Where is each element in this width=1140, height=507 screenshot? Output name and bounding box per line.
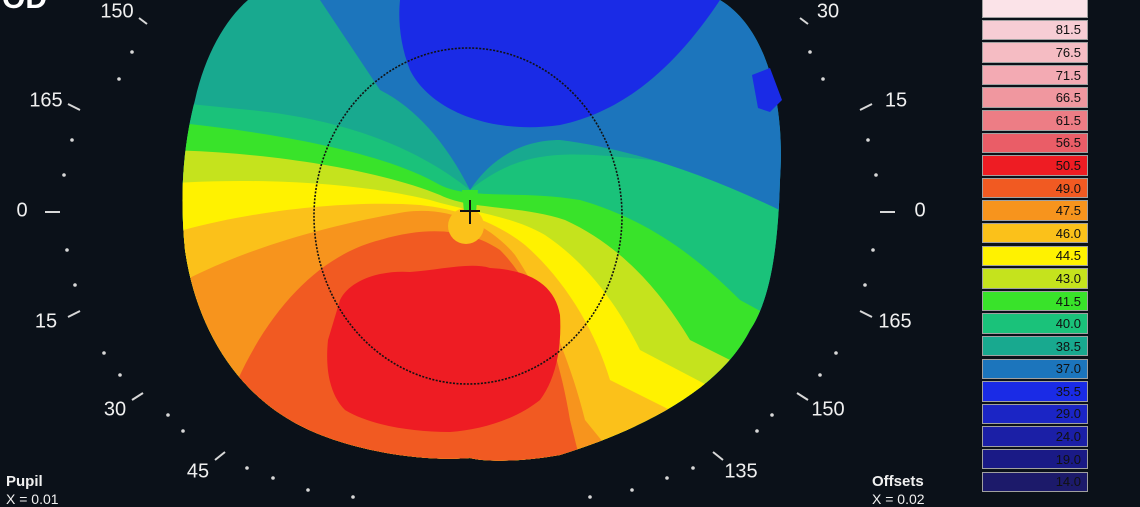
- legend-value: 35.5: [1055, 383, 1081, 399]
- central-spot: [448, 208, 484, 244]
- angle-label-right-0: 0: [914, 199, 926, 222]
- pupil-value: X = 0.01: [6, 491, 59, 507]
- legend-value: 37.0: [1055, 361, 1081, 377]
- legend-row: 41.5: [982, 290, 1092, 313]
- legend-row: 56.5: [982, 132, 1092, 155]
- legend-swatch: 38.5: [982, 335, 1088, 357]
- legend-value: 41.5: [1055, 293, 1081, 309]
- legend-swatch: 35.5: [982, 381, 1088, 402]
- pupil-outline: [313, 47, 623, 385]
- angle-label-right-15: 15: [884, 89, 908, 112]
- legend-value: 50.5: [1055, 157, 1081, 173]
- legend-value: 71.5: [1055, 67, 1081, 83]
- angle-label-left-45: 45: [186, 460, 210, 483]
- edge-notch: [752, 68, 782, 112]
- legend-value: 46.0: [1055, 225, 1081, 241]
- legend-row: 24.0: [982, 425, 1092, 448]
- legend-swatch: 49.0: [982, 177, 1088, 199]
- legend-row: [982, 0, 1092, 19]
- legend-row: 81.5: [982, 19, 1092, 42]
- angle-label-right-165: 165: [878, 310, 912, 333]
- legend-value: 43.0: [1055, 270, 1081, 286]
- angle-label-left-150: 150: [100, 0, 134, 23]
- legend-swatch: 37.0: [982, 358, 1088, 380]
- legend-row: 29.0: [982, 403, 1092, 426]
- angle-label-left-30: 30: [103, 398, 127, 421]
- angle-label-right-135: 135: [724, 460, 758, 483]
- angle-ticks: [45, 17, 895, 461]
- legend-swatch: 44.5: [982, 245, 1088, 267]
- legend-row: 46.0: [982, 222, 1092, 245]
- legend-row: 38.5: [982, 335, 1092, 358]
- zone-50-5: [327, 265, 561, 432]
- color-zones: [182, 0, 781, 461]
- legend-value: 66.5: [1055, 90, 1081, 106]
- legend-value: 56.5: [1055, 135, 1081, 151]
- legend-swatch: 40.0: [982, 313, 1088, 334]
- legend-swatch: 41.5: [982, 290, 1088, 312]
- legend-value: 76.5: [1055, 44, 1081, 60]
- zone-35-5: [399, 0, 720, 128]
- legend-swatch: 50.5: [982, 155, 1088, 176]
- legend-row: 47.5: [982, 199, 1092, 222]
- legend-swatch: 47.5: [982, 200, 1088, 221]
- legend-value: 47.5: [1055, 203, 1081, 219]
- offsets-value: X = 0.02: [872, 491, 925, 507]
- legend-swatch: [982, 0, 1088, 18]
- legend-row: 43.0: [982, 267, 1092, 290]
- legend-row: 61.5: [982, 109, 1092, 132]
- legend-value: 49.0: [1055, 180, 1081, 196]
- legend-swatch: 46.0: [982, 222, 1088, 244]
- legend-row: 44.5: [982, 245, 1092, 268]
- legend-value: 40.0: [1055, 316, 1081, 332]
- legend-value: 61.5: [1055, 112, 1081, 128]
- color-scale-legend: 81.5 76.5 71.5 66.5 61.5 56.5 50.5 49.0 47.5 46.0…: [982, 0, 1092, 493]
- angle-ring-dots: [62, 50, 878, 499]
- legend-row: 40.0: [982, 312, 1092, 335]
- corneal-map-svg: [45, 0, 895, 499]
- legend-value: 38.5: [1055, 338, 1081, 354]
- legend-value: 24.0: [1055, 429, 1081, 445]
- legend-swatch: 43.0: [982, 268, 1088, 289]
- angle-label-right-150: 150: [811, 398, 845, 421]
- legend-swatch: 14.0: [982, 471, 1088, 493]
- legend-value: 44.5: [1055, 248, 1081, 264]
- pupil-center-marker: [460, 200, 480, 224]
- legend-swatch: 71.5: [982, 64, 1088, 86]
- legend-value: 29.0: [1055, 406, 1081, 422]
- angle-label-left-165: 165: [29, 89, 63, 112]
- legend-swatch: 19.0: [982, 448, 1088, 470]
- legend-row: 71.5: [982, 64, 1092, 87]
- angle-label-left-0: 0: [16, 199, 28, 222]
- angle-label-right-30: 30: [816, 0, 840, 23]
- legend-row: 49.0: [982, 177, 1092, 200]
- legend-swatch: 81.5: [982, 19, 1088, 41]
- topography-map: OD 150 165 0 15 30 45 30 15 0 165 150 13…: [2, 0, 926, 507]
- eye-label: OD: [2, 0, 47, 16]
- legend-row: 76.5: [982, 41, 1092, 64]
- legend-row: 19.0: [982, 448, 1092, 471]
- legend-swatch: 66.5: [982, 87, 1088, 108]
- legend-swatch: 24.0: [982, 426, 1088, 447]
- legend-swatch: 29.0: [982, 403, 1088, 425]
- legend-swatch: 56.5: [982, 132, 1088, 154]
- legend-row: 14.0: [982, 470, 1092, 493]
- legend-value: 19.0: [1055, 451, 1081, 467]
- pupil-label: Pupil: [6, 473, 43, 490]
- legend-swatch: 61.5: [982, 110, 1088, 131]
- angle-label-left-15: 15: [34, 310, 58, 333]
- legend-value: 81.5: [1055, 22, 1081, 38]
- legend-swatch: 76.5: [982, 42, 1088, 63]
- legend-value: 14.0: [1055, 474, 1081, 490]
- legend-row: 66.5: [982, 86, 1092, 109]
- legend-row: 50.5: [982, 154, 1092, 177]
- legend-row: 35.5: [982, 380, 1092, 403]
- offsets-label: Offsets: [872, 473, 924, 490]
- legend-row: 37.0: [982, 358, 1092, 381]
